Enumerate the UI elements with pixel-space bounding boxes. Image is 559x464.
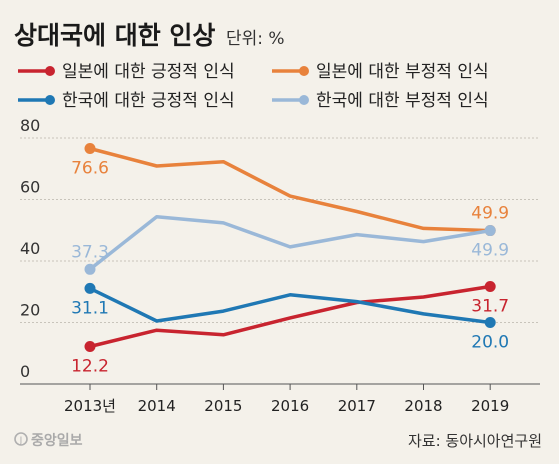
legend-marker: [299, 95, 309, 105]
x-tick-label: 2016: [271, 397, 309, 415]
legend-label: 일본에 대한 부정적 인식: [316, 62, 489, 82]
legend-item: 한국에 대한 부정적 인식: [272, 91, 489, 111]
data-point: [484, 225, 496, 237]
data-point: [84, 263, 96, 275]
legend-item: 일본에 대한 부정적 인식: [272, 62, 489, 82]
legend-marker: [299, 66, 309, 76]
data-label: 31.1: [71, 298, 109, 318]
legend-label: 한국에 대한 긍정적 인식: [62, 91, 235, 111]
brand-mark-letter: J: [19, 436, 23, 446]
legend-marker: [45, 66, 55, 76]
data-label: 12.2: [71, 356, 109, 376]
y-tick-label: 20: [20, 301, 40, 320]
legend-label: 일본에 대한 긍정적 인식: [62, 62, 235, 82]
x-tick-label: 2014: [138, 397, 176, 415]
data-label: 49.9: [471, 241, 509, 261]
x-tick-label: 2017: [338, 397, 376, 415]
series-line: [88, 284, 492, 349]
brand-name: 중앙일보: [31, 432, 83, 449]
data-point: [84, 142, 96, 154]
data-label: 49.9: [471, 204, 509, 224]
unit-label: 단위: %: [226, 29, 285, 49]
gridlines: [20, 137, 540, 385]
data-label: 31.7: [471, 297, 509, 317]
y-tick-label: 80: [20, 116, 40, 135]
legend-label: 한국에 대한 부정적 인식: [316, 91, 489, 111]
x-tick-label: 2013년: [64, 397, 116, 415]
legend-marker: [45, 95, 55, 105]
series-line-group: [84, 142, 496, 237]
data-point: [84, 340, 96, 352]
y-tick-label: 40: [20, 239, 40, 258]
brand-mark-icon: [14, 432, 28, 446]
series-group: [84, 142, 496, 352]
data-label: 20.0: [471, 333, 509, 353]
data-labels: 12.2 31.7 76.6 49.9 31.1 20.0 37.3 49.9: [71, 158, 509, 376]
data-label: 37.3: [71, 242, 109, 262]
data-point: [484, 317, 496, 328]
chart-title: 상대국에 대한 인상: [14, 21, 215, 50]
x-tick-label: 2019: [471, 397, 509, 415]
source-note: 자료: 동아시아연구원: [408, 432, 542, 450]
legend-item: 한국에 대한 긍정적 인식: [18, 91, 235, 111]
data-point: [84, 282, 96, 294]
series-line-group: [84, 281, 496, 352]
series-line: [88, 146, 492, 233]
series-line-group: [84, 282, 496, 328]
series-line: [88, 214, 492, 272]
data-label: 76.6: [71, 158, 109, 178]
series-line: [88, 286, 492, 325]
legend-item: 일본에 대한 긍정적 인식: [18, 62, 235, 82]
series-line-group: [84, 214, 496, 275]
brand-logo: J 중앙일보: [14, 432, 83, 449]
x-tick-label: 2018: [404, 397, 442, 415]
x-axis-ticks: 2013년 2014 2015 2016 2017 2018 2019: [64, 384, 509, 415]
y-axis-ticks: 0 20 40 60 80: [20, 116, 40, 381]
y-tick-label: 0: [20, 362, 30, 381]
data-point: [484, 281, 496, 293]
x-tick-label: 2015: [204, 397, 242, 415]
y-tick-label: 60: [20, 178, 40, 197]
